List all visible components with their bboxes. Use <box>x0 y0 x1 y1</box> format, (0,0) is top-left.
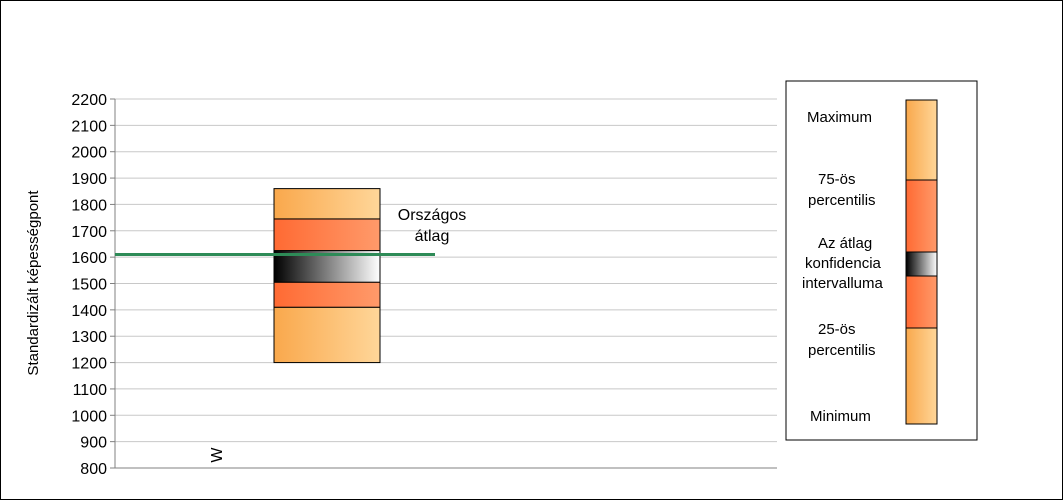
y-tick-label: 1200 <box>71 356 107 373</box>
y-tick-label: 2100 <box>71 118 107 135</box>
box-segment-p75-max <box>273 188 381 220</box>
y-tick-label: 1800 <box>71 197 107 214</box>
legend-color-bar <box>905 99 938 425</box>
legend-p25-1: 25-ös <box>818 321 856 338</box>
y-tick-label: 900 <box>80 435 107 452</box>
category-label: W <box>209 447 226 463</box>
gridlines <box>115 98 777 443</box>
y-tick-label: 2000 <box>71 145 107 162</box>
legend-band-p75 <box>905 179 938 253</box>
reference-line-label-2: átlag <box>415 228 450 245</box>
y-tick-label: 1100 <box>73 382 108 399</box>
legend-p75-2: percentilis <box>808 192 876 209</box>
legend-maximum: Maximum <box>807 109 872 126</box>
y-axis-label: Standardizált képességpont <box>25 190 42 376</box>
reference-line-label-1: Országos <box>398 207 466 224</box>
legend-ci-1: Az átlag <box>818 235 872 252</box>
legend-p25-2: percentilis <box>808 342 876 359</box>
y-tick-label: 1900 <box>71 171 107 188</box>
y-tick-label: 1300 <box>71 329 107 346</box>
legend-band-p25 <box>905 275 938 329</box>
legend-p75-1: 75-ös <box>818 171 856 188</box>
legend-box <box>785 80 978 441</box>
y-tick-label: 800 <box>80 461 107 478</box>
legend-ci-3: intervalluma <box>802 275 884 292</box>
box-series <box>273 188 381 364</box>
legend-band-max <box>905 99 938 181</box>
y-tick-label: 2200 <box>71 92 107 109</box>
y-tick-label: 1700 <box>71 224 107 241</box>
box-segment-ci-p75 <box>273 218 381 252</box>
box-segment-p25-ci <box>273 281 381 308</box>
legend-band-min <box>905 327 938 425</box>
y-tick-label: 1000 <box>71 408 107 425</box>
y-tick-label: 1600 <box>71 250 107 267</box>
y-axis-ticks: 800 900 1000 1100 1200 1300 1400 1500 1600 1700 18… <box>71 92 115 478</box>
legend-band-ci <box>905 251 938 277</box>
y-tick-label: 1400 <box>71 303 107 320</box>
legend-ci-2: konfidencia <box>805 255 882 272</box>
box-segment-min-p25 <box>273 306 381 364</box>
category-labels: W <box>209 447 226 463</box>
y-tick-label: 1500 <box>71 277 107 294</box>
legend-minimum: Minimum <box>810 408 871 425</box>
